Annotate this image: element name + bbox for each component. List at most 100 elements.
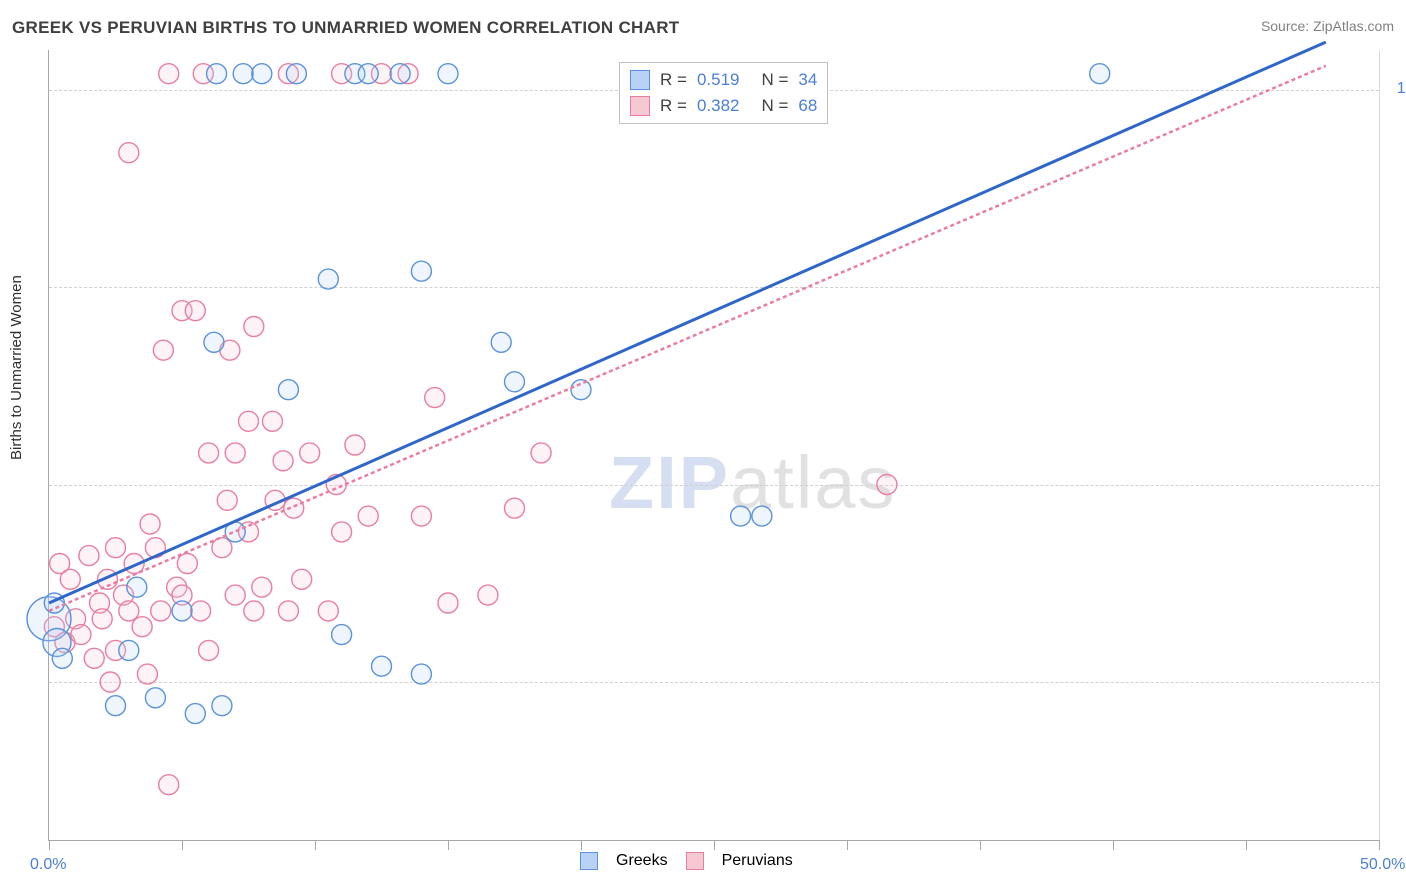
data-point [151, 601, 171, 621]
n-value-greeks: 34 [798, 67, 817, 93]
data-point [185, 301, 205, 321]
n-value-peruvians: 68 [798, 93, 817, 119]
swatch-greeks-icon [630, 70, 650, 90]
swatch-peruvians-icon [630, 96, 650, 116]
data-point [212, 696, 232, 716]
data-point [100, 672, 120, 692]
data-point [877, 475, 897, 495]
data-point [358, 64, 378, 84]
data-point [52, 648, 72, 668]
ytick-label: 100.0% [1397, 80, 1406, 98]
data-point [300, 443, 320, 463]
data-point [60, 569, 80, 589]
data-point [212, 538, 232, 558]
data-point [262, 411, 282, 431]
data-point [225, 443, 245, 463]
data-point [199, 443, 219, 463]
data-point [177, 554, 197, 574]
regression-line [49, 42, 1326, 603]
y-axis-label: Births to Unmarried Women [8, 275, 25, 460]
data-point [478, 585, 498, 605]
data-point [1090, 64, 1110, 84]
chart-frame: GREEK VS PERUVIAN BIRTHS TO UNMARRIED WO… [0, 0, 1406, 892]
r-value-greeks: 0.519 [697, 67, 740, 93]
data-point [119, 143, 139, 163]
data-point [425, 388, 445, 408]
xtick [1113, 840, 1114, 850]
data-point [92, 609, 112, 629]
legend-label-greeks: Greeks [616, 852, 668, 870]
data-point [278, 601, 298, 621]
data-point [411, 506, 431, 526]
data-point [252, 64, 272, 84]
data-point [390, 64, 410, 84]
title-row: GREEK VS PERUVIAN BIRTHS TO UNMARRIED WO… [12, 18, 1394, 40]
xtick [581, 840, 582, 850]
plot-area: ZIPatlas R = 0.519 N = 34 R = 0.382 N = … [48, 50, 1380, 841]
data-point [292, 569, 312, 589]
legend-swatch-peruvians-icon [686, 852, 704, 870]
chart-title: GREEK VS PERUVIAN BIRTHS TO UNMARRIED WO… [12, 18, 679, 37]
data-point [411, 261, 431, 281]
data-point [140, 514, 160, 534]
data-point [372, 656, 392, 676]
data-point [505, 372, 525, 392]
data-point [239, 411, 259, 431]
data-point [286, 64, 306, 84]
data-point [199, 640, 219, 660]
data-point [244, 601, 264, 621]
xtick-label: 0.0% [30, 856, 66, 874]
data-point [172, 601, 192, 621]
data-point [284, 498, 304, 518]
data-point [505, 498, 525, 518]
data-point [345, 435, 365, 455]
data-point [185, 704, 205, 724]
data-point [106, 538, 126, 558]
data-point [332, 625, 352, 645]
data-point [79, 546, 99, 566]
data-point [191, 601, 211, 621]
data-point [358, 506, 378, 526]
data-point [127, 577, 147, 597]
data-point [244, 317, 264, 337]
data-point [273, 451, 293, 471]
xtick [1246, 840, 1247, 850]
data-point [571, 380, 591, 400]
data-point [411, 664, 431, 684]
data-point [159, 775, 179, 795]
xtick [448, 840, 449, 850]
data-point [153, 340, 173, 360]
regression-line [49, 66, 1326, 611]
data-point [318, 601, 338, 621]
xtick [1379, 840, 1380, 850]
data-point [491, 332, 511, 352]
data-point [71, 625, 91, 645]
source-attribution: Source: ZipAtlas.com [1261, 18, 1394, 34]
data-point [145, 688, 165, 708]
data-point [438, 593, 458, 613]
data-point [531, 443, 551, 463]
legend-label-peruvians: Peruvians [722, 852, 793, 870]
legend-bottom: Greeks Peruvians [580, 852, 793, 870]
correlation-stats-box: R = 0.519 N = 34 R = 0.382 N = 68 [619, 62, 828, 124]
r-label: R = [660, 93, 687, 119]
data-point [207, 64, 227, 84]
scatter-svg [49, 50, 1379, 840]
data-point [318, 269, 338, 289]
xtick [315, 840, 316, 850]
xtick-label: 50.0% [1360, 856, 1405, 874]
data-point [132, 617, 152, 637]
data-point [332, 522, 352, 542]
data-point [233, 64, 253, 84]
xtick [980, 840, 981, 850]
xtick [49, 840, 50, 850]
data-point [137, 664, 157, 684]
data-point [119, 640, 139, 660]
n-label: N = [761, 93, 788, 119]
r-label: R = [660, 67, 687, 93]
xtick [182, 840, 183, 850]
r-value-peruvians: 0.382 [697, 93, 740, 119]
stats-row-greeks: R = 0.519 N = 34 [630, 67, 817, 93]
data-point [438, 64, 458, 84]
data-point [225, 585, 245, 605]
